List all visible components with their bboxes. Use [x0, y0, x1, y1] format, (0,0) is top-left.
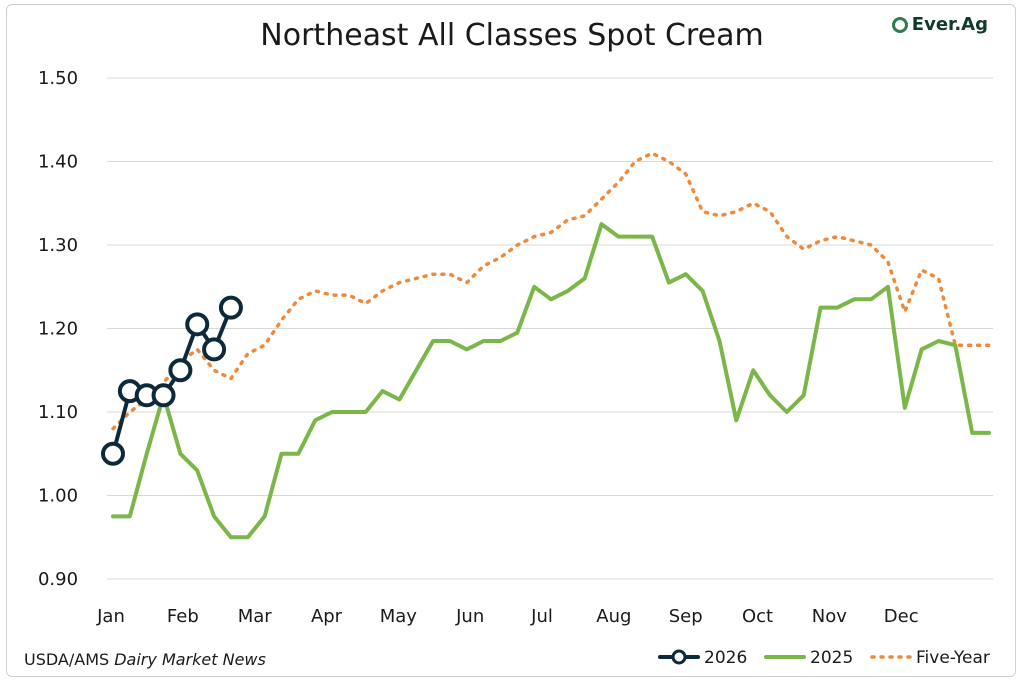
y-tick-label: 0.90 — [38, 569, 78, 590]
source-prefix: USDA/AMS — [24, 650, 115, 669]
brand-logo: Ever.Ag — [891, 14, 988, 35]
ever-ag-logo-icon — [891, 16, 908, 33]
source-publication: Dairy Market News — [114, 650, 266, 669]
series-line-five-year — [111, 151, 991, 431]
y-tick-label: 1.40 — [38, 152, 78, 173]
data-point-2026 — [151, 383, 176, 408]
legend-label: 2025 — [810, 648, 853, 668]
chart-frame — [6, 4, 1016, 677]
x-tick-label: Jan — [96, 606, 125, 627]
y-tick-label: 1.50 — [38, 68, 78, 89]
x-tick-label: Jul — [530, 606, 553, 627]
y-tick-label: 1.10 — [38, 402, 78, 423]
data-point-2026 — [168, 358, 193, 383]
data-point-2026 — [218, 295, 243, 320]
data-point-2026 — [101, 441, 125, 466]
y-tick-label: 1.30 — [38, 235, 78, 256]
x-tick-label: Mar — [238, 606, 273, 627]
y-tick-label: 1.00 — [38, 486, 78, 507]
legend-marker-2026 — [671, 649, 687, 665]
x-tick-label: Sep — [669, 606, 703, 627]
x-tick-label: Dec — [884, 606, 919, 627]
x-tick-label: Oct — [742, 606, 773, 627]
x-tick-label: May — [380, 606, 418, 627]
data-point-2026 — [185, 312, 210, 337]
legend-label: Five-Year — [916, 648, 990, 668]
x-tick-label: Nov — [812, 606, 847, 627]
x-tick-label: Apr — [311, 606, 343, 627]
legend-label: 2026 — [704, 648, 747, 668]
chart-title: Northeast All Classes Spot Cream — [260, 18, 764, 53]
x-tick-label: Aug — [596, 606, 631, 627]
brand-name: Ever.Ag — [911, 14, 988, 35]
source-note: USDA/AMS Dairy Market News — [24, 650, 266, 669]
x-tick-label: Feb — [167, 606, 199, 627]
x-tick-label: Jun — [455, 606, 484, 627]
data-point-2026 — [202, 337, 227, 362]
series-line-2025 — [111, 222, 991, 540]
y-tick-label: 1.20 — [38, 319, 78, 340]
